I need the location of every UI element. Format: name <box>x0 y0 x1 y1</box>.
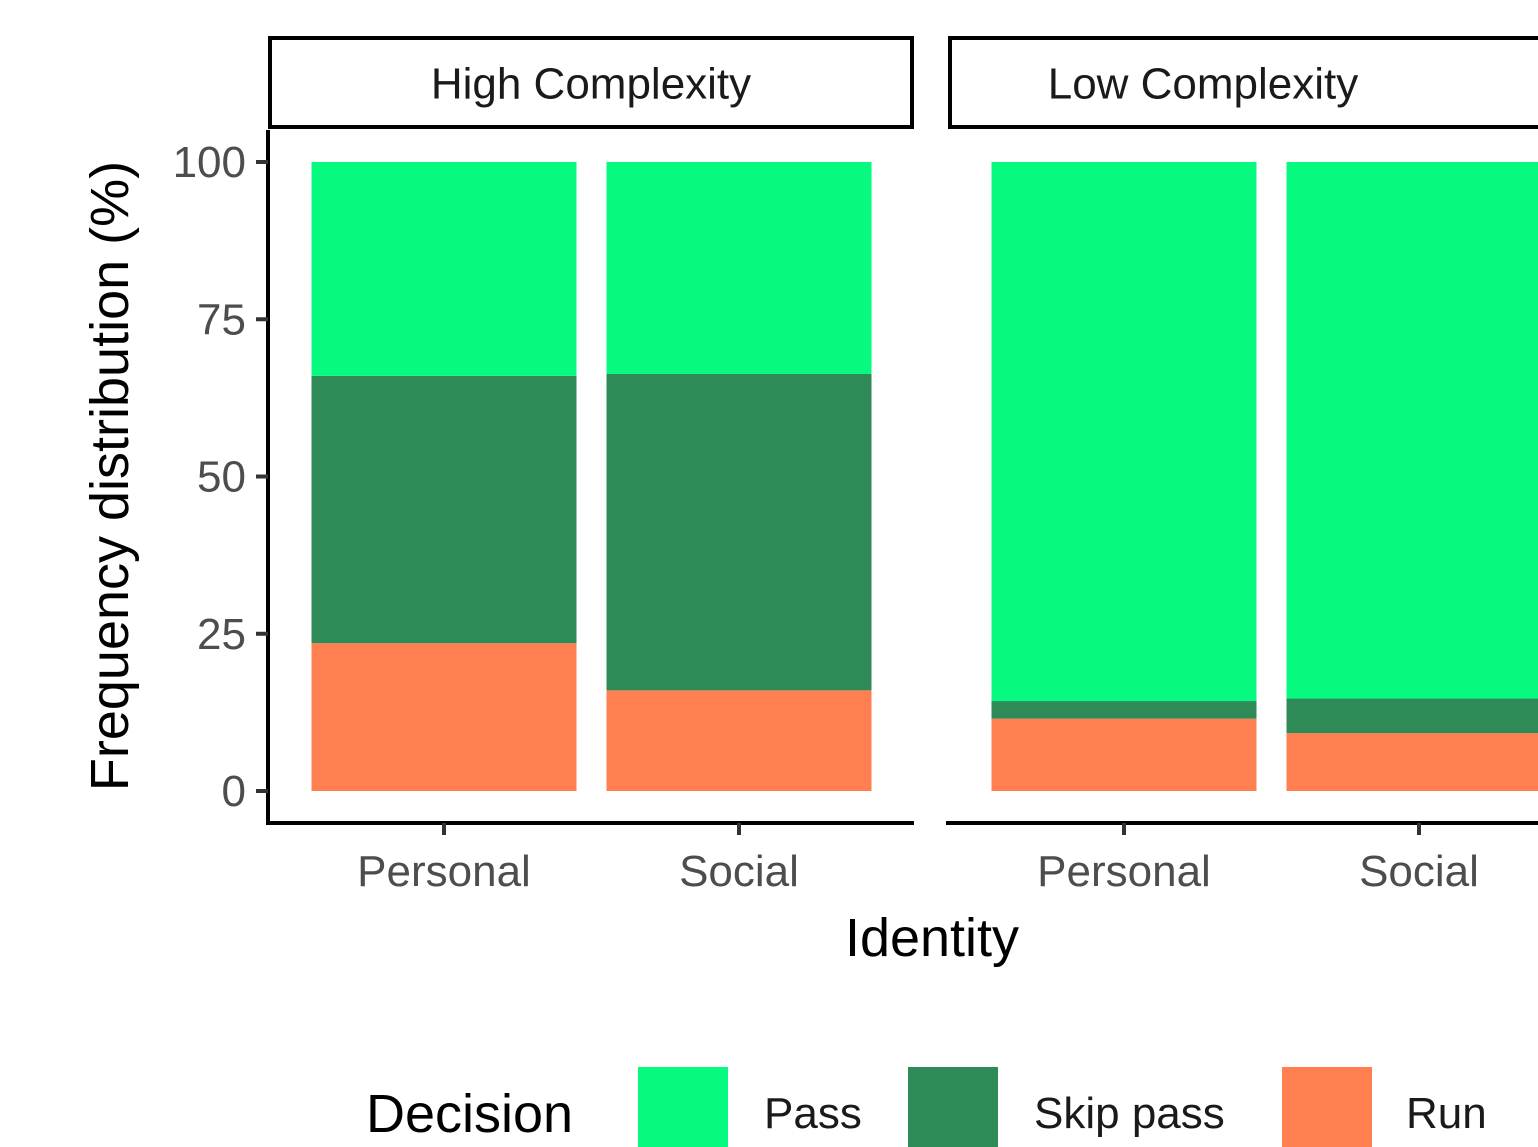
x-tick-label-low-complexity-social: Social <box>1359 847 1479 896</box>
bar-high-complexity-social-pass <box>606 162 872 374</box>
panel-low-complexity: Low Complexity Personal Social <box>946 36 1538 896</box>
bar-low-complexity-personal-pass <box>991 162 1257 702</box>
bar-high-complexity-social-skip-pass <box>606 373 872 691</box>
legend-key-run <box>1282 1067 1372 1147</box>
legend-title: Decision <box>366 1084 573 1144</box>
legend: Decision Pass Skip pass Run <box>366 1067 1487 1147</box>
bar-low-complexity-personal-skip-pass <box>991 701 1257 719</box>
bar-high-complexity-social-run <box>606 690 872 791</box>
legend-label-pass: Pass <box>764 1089 862 1138</box>
x-axis-title: Identity <box>845 908 1019 968</box>
legend-key-skip-pass <box>908 1067 998 1147</box>
bar-low-complexity-social-run <box>1286 733 1538 791</box>
panel-high-complexity: High Complexity Personal Social 0 25 50 75 100 <box>173 36 914 896</box>
y-tick-label-100: 100 <box>173 138 246 187</box>
y-tick-label-50: 50 <box>197 453 246 502</box>
strip-title-low-complexity: Low Complexity <box>1048 60 1359 109</box>
strip-low-complexity <box>948 36 1538 129</box>
y-tick-label-75: 75 <box>197 295 246 344</box>
y-axis-title: Frequency distribution (%) <box>80 161 140 791</box>
bar-low-complexity-personal-run <box>991 718 1257 791</box>
bar-high-complexity-personal-run <box>311 643 577 791</box>
bar-high-complexity-personal-skip-pass <box>311 375 577 644</box>
x-tick-label-high-complexity-personal: Personal <box>357 847 531 896</box>
strip-high-complexity <box>268 36 914 129</box>
x-tick-label-low-complexity-personal: Personal <box>1037 847 1211 896</box>
bar-low-complexity-social-pass <box>1286 162 1538 699</box>
x-tick-label-high-complexity-social: Social <box>679 847 799 896</box>
y-tick-label-0: 0 <box>222 767 246 816</box>
legend-label-run: Run <box>1406 1089 1487 1138</box>
y-tick-label-25: 25 <box>197 610 246 659</box>
facet-panels: High Complexity Personal Social 0 25 50 75 100 L… <box>173 36 1538 896</box>
strip-title-high-complexity: High Complexity <box>431 60 751 109</box>
legend-key-pass <box>638 1067 728 1147</box>
bar-low-complexity-social-skip-pass <box>1286 698 1538 734</box>
bar-high-complexity-personal-pass <box>311 162 577 376</box>
legend-label-skip-pass: Skip pass <box>1034 1089 1225 1138</box>
